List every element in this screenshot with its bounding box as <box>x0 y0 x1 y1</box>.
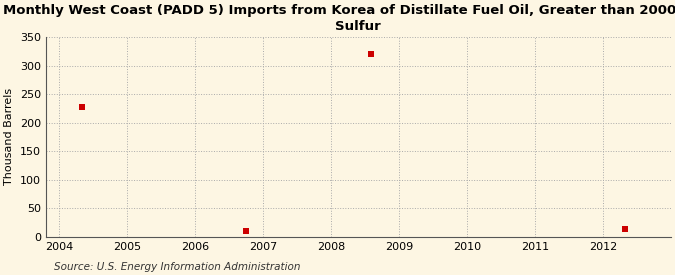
Y-axis label: Thousand Barrels: Thousand Barrels <box>4 88 14 185</box>
Point <box>241 229 252 233</box>
Text: Source: U.S. Energy Information Administration: Source: U.S. Energy Information Administ… <box>54 262 300 272</box>
Point <box>76 104 87 109</box>
Title: Monthly West Coast (PADD 5) Imports from Korea of Distillate Fuel Oil, Greater t: Monthly West Coast (PADD 5) Imports from… <box>3 4 675 33</box>
Point <box>620 227 630 231</box>
Point <box>365 52 376 56</box>
